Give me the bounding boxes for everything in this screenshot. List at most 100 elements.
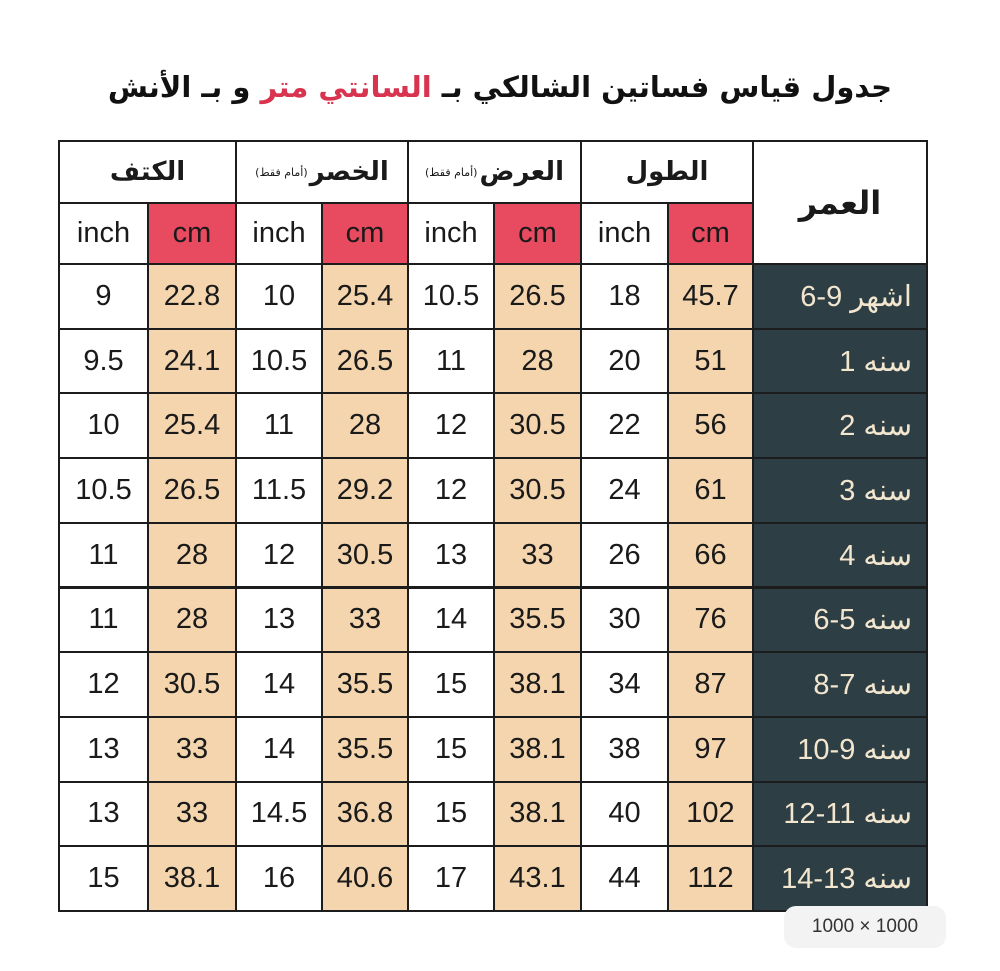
age-cell: 14-13 سنه bbox=[752, 845, 928, 912]
value-cell: 28 bbox=[147, 521, 237, 589]
value-cell: 112 bbox=[667, 845, 754, 912]
value-cell: 56 bbox=[667, 392, 754, 460]
value-cell: 102 bbox=[667, 780, 754, 848]
value-cell: 38.1 bbox=[493, 780, 582, 848]
unit-header: inch bbox=[407, 202, 495, 265]
age-cell: 1 سنه bbox=[752, 327, 928, 395]
age-cell: 4 سنه bbox=[752, 521, 928, 589]
value-cell: 10 bbox=[235, 263, 323, 330]
group-header: الكتف bbox=[58, 140, 237, 204]
value-cell: 20 bbox=[580, 327, 669, 395]
value-cell: 11 bbox=[58, 521, 149, 589]
value-cell: 13 bbox=[235, 586, 323, 654]
value-cell: 12 bbox=[235, 521, 323, 589]
value-cell: 24.1 bbox=[147, 327, 237, 395]
unit-header: inch bbox=[580, 202, 669, 265]
value-cell: 13 bbox=[58, 715, 149, 783]
value-cell: 38.1 bbox=[493, 715, 582, 783]
value-cell: 30.5 bbox=[493, 457, 582, 524]
value-cell: 15 bbox=[407, 715, 495, 783]
value-cell: 25.4 bbox=[321, 263, 409, 330]
unit-header: inch bbox=[58, 202, 149, 265]
value-cell: 76 bbox=[667, 586, 754, 654]
value-cell: 22.8 bbox=[147, 263, 237, 330]
unit-header: cm bbox=[321, 202, 409, 265]
value-cell: 26.5 bbox=[493, 263, 582, 330]
value-cell: 25.4 bbox=[147, 392, 237, 460]
age-cell: 6-5 سنه bbox=[752, 586, 928, 654]
value-cell: 12 bbox=[407, 457, 495, 524]
title: جدول قياس فساتين الشالكي بـ السانتي متر … bbox=[0, 70, 1000, 104]
value-cell: 66 bbox=[667, 521, 754, 589]
value-cell: 44 bbox=[580, 845, 669, 912]
group-name: الكتف bbox=[109, 157, 186, 187]
value-cell: 15 bbox=[58, 845, 149, 912]
group-note: (أمام فقط) bbox=[255, 165, 308, 179]
group-header: الخصر (أمام فقط) bbox=[235, 140, 409, 204]
group-header: العرض (أمام فقط) bbox=[407, 140, 582, 204]
value-cell: 33 bbox=[321, 586, 409, 654]
value-cell: 14 bbox=[235, 651, 323, 718]
value-cell: 40 bbox=[580, 780, 669, 848]
group-note: (أمام فقط) bbox=[425, 165, 478, 179]
value-cell: 18 bbox=[580, 263, 669, 330]
value-cell: 22 bbox=[580, 392, 669, 460]
age-cell: 8-7 سنه bbox=[752, 651, 928, 718]
value-cell: 36.8 bbox=[321, 780, 409, 848]
value-cell: 14.5 bbox=[235, 780, 323, 848]
value-cell: 40.6 bbox=[321, 845, 409, 912]
value-cell: 43.1 bbox=[493, 845, 582, 912]
size-badge: 1000 × 1000 bbox=[784, 906, 946, 948]
age-cell: 12-11 سنه bbox=[752, 780, 928, 848]
value-cell: 15 bbox=[407, 780, 495, 848]
value-cell: 10.5 bbox=[407, 263, 495, 330]
value-cell: 30.5 bbox=[493, 392, 582, 460]
age-header: العمر bbox=[752, 140, 928, 265]
value-cell: 87 bbox=[667, 651, 754, 718]
value-cell: 11 bbox=[407, 327, 495, 395]
value-cell: 26.5 bbox=[147, 457, 237, 524]
group-name: العرض bbox=[479, 157, 564, 187]
value-cell: 35.5 bbox=[321, 715, 409, 783]
age-cell: 10-9 سنه bbox=[752, 715, 928, 783]
value-cell: 33 bbox=[147, 715, 237, 783]
group-header: الطول bbox=[580, 140, 754, 204]
value-cell: 45.7 bbox=[667, 263, 754, 330]
value-cell: 34 bbox=[580, 651, 669, 718]
value-cell: 24 bbox=[580, 457, 669, 524]
value-cell: 35.5 bbox=[321, 651, 409, 718]
value-cell: 15 bbox=[407, 651, 495, 718]
unit-header: inch bbox=[235, 202, 323, 265]
value-cell: 29.2 bbox=[321, 457, 409, 524]
title-text: و بـ الأنش bbox=[107, 70, 261, 104]
value-cell: 38.1 bbox=[493, 651, 582, 718]
value-cell: 13 bbox=[407, 521, 495, 589]
value-cell: 30.5 bbox=[321, 521, 409, 589]
age-cell: 6-9 اشهر bbox=[752, 263, 928, 330]
value-cell: 13 bbox=[58, 780, 149, 848]
value-cell: 33 bbox=[493, 521, 582, 589]
value-cell: 28 bbox=[493, 327, 582, 395]
value-cell: 28 bbox=[147, 586, 237, 654]
value-cell: 38.1 bbox=[147, 845, 237, 912]
value-cell: 97 bbox=[667, 715, 754, 783]
group-name: الطول bbox=[625, 157, 709, 187]
age-cell: 2 سنه bbox=[752, 392, 928, 460]
value-cell: 11 bbox=[58, 586, 149, 654]
value-cell: 10.5 bbox=[58, 457, 149, 524]
value-cell: 10.5 bbox=[235, 327, 323, 395]
value-cell: 14 bbox=[235, 715, 323, 783]
value-cell: 12 bbox=[58, 651, 149, 718]
value-cell: 51 bbox=[667, 327, 754, 395]
age-cell: 3 سنه bbox=[752, 457, 928, 524]
value-cell: 9 bbox=[58, 263, 149, 330]
value-cell: 11.5 bbox=[235, 457, 323, 524]
value-cell: 26 bbox=[580, 521, 669, 589]
title-highlight: السانتي متر bbox=[260, 70, 432, 104]
value-cell: 12 bbox=[407, 392, 495, 460]
value-cell: 38 bbox=[580, 715, 669, 783]
group-name: الخصر bbox=[309, 157, 389, 187]
value-cell: 17 bbox=[407, 845, 495, 912]
